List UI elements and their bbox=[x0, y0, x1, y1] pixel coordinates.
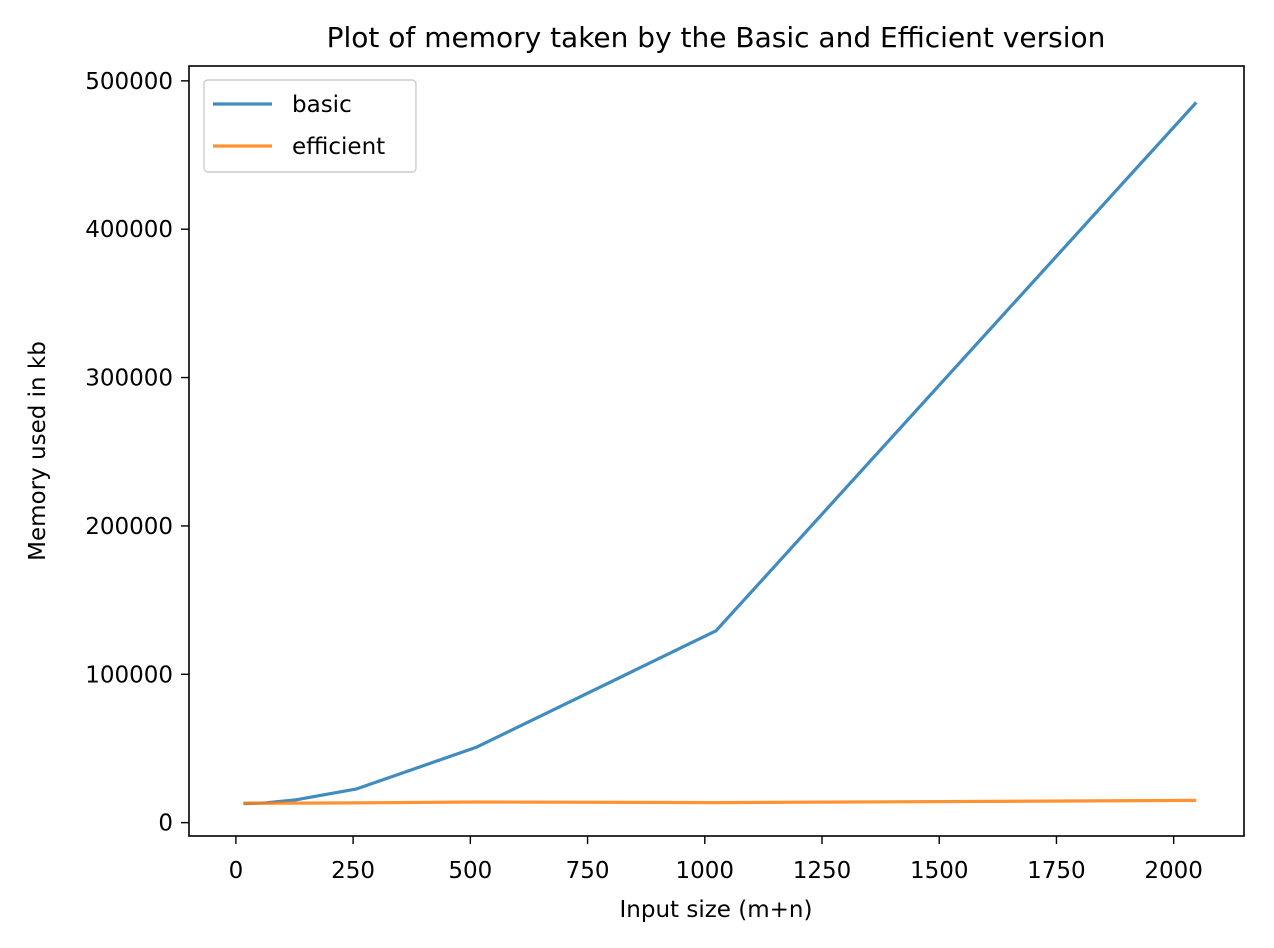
x-tick-label: 1750 bbox=[1027, 858, 1086, 884]
y-tick-label: 400000 bbox=[85, 217, 173, 243]
y-tick-label: 100000 bbox=[85, 662, 173, 688]
plot-area-frame bbox=[188, 65, 1245, 837]
x-tick-label: 500 bbox=[448, 858, 492, 884]
chart-title: Plot of memory taken by the Basic and Ef… bbox=[327, 21, 1106, 54]
legend-label-basic: basic bbox=[292, 92, 352, 118]
series-lines bbox=[243, 101, 1198, 806]
y-tick-label: 200000 bbox=[85, 514, 173, 540]
y-tick-label: 500000 bbox=[85, 69, 173, 95]
axis-ticks: 0 250 500 750 1000 1250 1500 1750 2000 0 100000 200… bbox=[85, 69, 1203, 884]
y-axis-label: Memory used in kb bbox=[25, 341, 51, 561]
x-tick-label: 750 bbox=[566, 858, 610, 884]
y-tick-label: 0 bbox=[158, 811, 173, 837]
x-tick-label: 1500 bbox=[910, 858, 969, 884]
x-tick-label: 1000 bbox=[676, 858, 735, 884]
legend: basic efficient bbox=[203, 79, 417, 173]
x-tick-label: 250 bbox=[331, 858, 375, 884]
legend-label-efficient: efficient bbox=[292, 134, 385, 160]
series-line-basic bbox=[243, 101, 1198, 806]
x-axis-label: Input size (m+n) bbox=[620, 897, 813, 923]
x-tick-label: 1250 bbox=[793, 858, 852, 884]
x-tick-label: 2000 bbox=[1144, 858, 1203, 884]
series-line-efficient bbox=[243, 798, 1197, 805]
x-tick-label: 0 bbox=[229, 858, 244, 884]
y-tick-label: 300000 bbox=[85, 366, 173, 392]
